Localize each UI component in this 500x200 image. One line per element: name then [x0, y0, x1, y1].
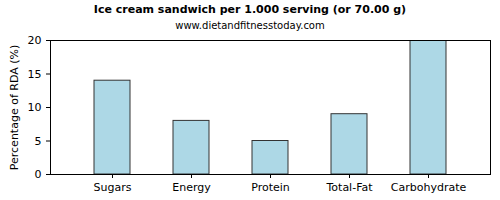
svg-text:5: 5 [35, 135, 42, 148]
svg-text:Sugars: Sugars [94, 181, 132, 194]
svg-text:Energy: Energy [172, 181, 211, 194]
svg-text:10: 10 [28, 101, 42, 114]
html-text:www.dietandfitnesstoday.com: www.dietandfitnesstoday.com [175, 20, 325, 31]
svg-text:15: 15 [28, 68, 42, 81]
svg-text:Total-Fat: Total-Fat [325, 181, 373, 194]
svg-text:0: 0 [35, 168, 42, 181]
svg-text:Percentage of RDA (%): Percentage of RDA (%) [8, 45, 21, 170]
html-text:Ice cream sandwich per 1.000 s: Ice cream sandwich per 1.000 serving (or… [93, 3, 407, 16]
svg-text:20: 20 [28, 34, 42, 47]
svg-text:Carbohydrate: Carbohydrate [391, 181, 467, 194]
svg-text:Protein: Protein [251, 181, 290, 194]
